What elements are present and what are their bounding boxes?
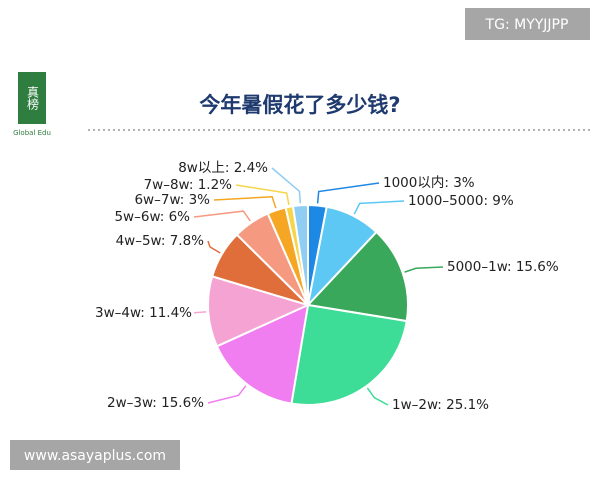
data-label: 6w–7w: 3% [134,192,210,208]
pie-slice [290,303,408,406]
data-label: 1000–5000: 9% [408,193,514,209]
leader-line [404,266,444,273]
data-label: 3w–4w: 11.4% [95,305,192,321]
data-label: 8w以上: 2.4% [178,160,268,176]
pie-slice [305,230,409,323]
logo: 真榜 [26,86,40,111]
leader-line [235,184,290,205]
pie-slice [215,303,310,405]
leader-line [353,200,405,215]
watermark-bottom: www.asayaplus.com [24,448,166,464]
logo-sub: Global Edu [13,129,51,137]
leader-line [271,167,302,204]
data-label: 4w–5w: 7.8% [116,233,205,249]
watermark-box [10,440,180,470]
pie-slice [291,203,309,306]
data-label: 7w–8w: 1.2% [144,177,233,193]
pie-slice [207,275,311,348]
data-label: 1000以内: 3% [383,175,475,191]
data-label: 5w–6w: 6% [114,209,190,225]
leader-line [193,210,251,222]
leader-line [213,196,277,209]
leader-line [316,182,380,204]
logo-box [18,72,46,124]
data-label: 5000–1w: 15.6% [447,259,559,275]
data-label: 1w–2w: 25.1% [392,397,489,413]
data-label: 2w–3w: 15.6% [107,395,204,411]
watermark-top: TG: MYYJJPP [485,17,569,33]
leader-line [366,387,389,406]
leader-line [207,385,247,404]
chart-title: 今年暑假花了多少钱? [199,93,400,117]
watermark-box [465,8,590,40]
leader-line [207,240,221,254]
leader-line [194,311,207,314]
